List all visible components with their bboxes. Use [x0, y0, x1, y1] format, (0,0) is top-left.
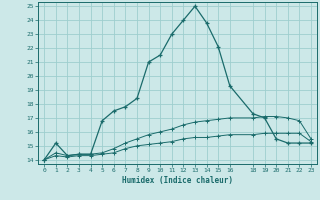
X-axis label: Humidex (Indice chaleur): Humidex (Indice chaleur) — [122, 176, 233, 185]
